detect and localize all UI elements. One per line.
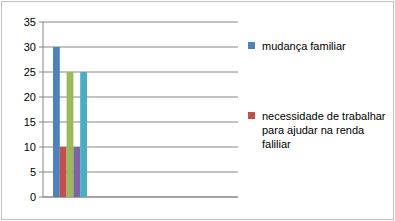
tick-mark	[39, 172, 43, 173]
tick-mark	[39, 72, 43, 73]
legend-label: mudança familiar	[262, 40, 346, 52]
tick-mark	[39, 97, 43, 98]
bars	[53, 47, 87, 197]
chart: 0 5 10 15 20 25 30 35 mudança familiar necessidad…	[0, 0, 395, 221]
legend-line: necessidade de trabalhar	[262, 110, 386, 122]
legend-line: faliliar	[262, 138, 291, 150]
tick-label: 5	[30, 166, 36, 178]
tick-mark	[39, 197, 43, 198]
grid-line	[43, 22, 238, 23]
tick-label: 30	[24, 41, 36, 53]
bar	[73, 147, 80, 197]
bar	[53, 47, 60, 197]
tick-label: 25	[24, 66, 36, 78]
tick-label: 10	[24, 141, 36, 153]
tick-label: 0	[30, 191, 36, 203]
tick-label: 15	[24, 116, 36, 128]
grid-line	[43, 47, 238, 48]
chart-frame	[2, 2, 394, 220]
y-axis	[43, 22, 44, 197]
legend-line: mudança familiar	[262, 40, 346, 52]
legend-swatch	[248, 42, 255, 49]
bar	[67, 72, 74, 197]
legend-swatch	[248, 112, 255, 119]
tick-label: 35	[24, 16, 36, 28]
tick-label: 20	[24, 91, 36, 103]
legend-label: necessidade de trabalhar para ajudar na r…	[262, 110, 386, 150]
bar	[80, 72, 87, 197]
tick-mark	[39, 47, 43, 48]
bar	[60, 147, 67, 197]
tick-mark	[39, 22, 43, 23]
legend-line: para ajudar na renda	[262, 124, 365, 136]
tick-mark	[39, 147, 43, 148]
tick-mark	[39, 122, 43, 123]
